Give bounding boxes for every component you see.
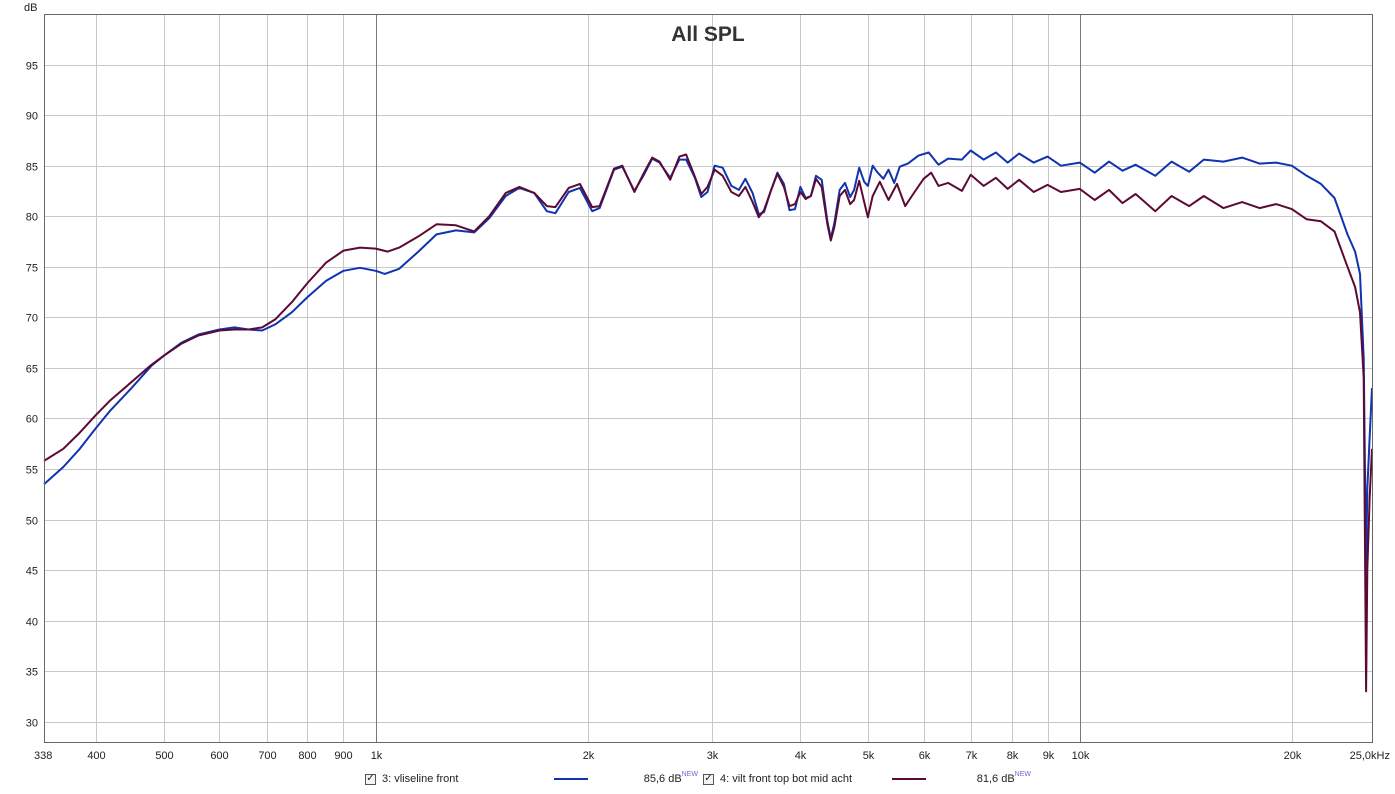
y-tick-label-50: 50: [26, 516, 38, 528]
series-line-1: [43, 149, 1373, 572]
x-tick-label-800: 800: [298, 750, 316, 762]
y-tick-label-90: 90: [26, 111, 38, 123]
y-tick-label-35: 35: [26, 667, 38, 679]
series-layer: [43, 149, 1373, 693]
x-axis-tick-labels: 338 400 500 600 700 800 900 1k 2k 3k 4k 5k 6k 7k 8k 9k 1…: [34, 750, 1390, 762]
legend-swatch-1: [554, 778, 588, 780]
legend-checkbox-2[interactable]: ✓: [703, 773, 714, 785]
legend-value-1: 85,6 dB: [643, 773, 682, 785]
x-tick-label-500: 500: [155, 750, 173, 762]
legend-label-2: 4: vilt front top bot mid acht: [720, 773, 853, 785]
series-line-2: [43, 153, 1373, 693]
chart-title: All SPL: [671, 23, 745, 46]
x-tick-label-338: 338: [34, 750, 52, 762]
x-tick-label-5k: 5k: [863, 750, 875, 762]
y-axis-tick-labels: 30 35 40 45 50 55 60 65 70 75 80 85 90 95: [26, 61, 38, 730]
x-tick-label-10k: 10k: [1072, 750, 1090, 762]
y-tick-label-80: 80: [26, 212, 38, 224]
y-tick-label-65: 65: [26, 364, 38, 376]
x-tick-label-4k: 4k: [795, 750, 807, 762]
legend-item-2[interactable]: ✓ 4: vilt front top bot mid acht 81,6 dB…: [703, 770, 1031, 788]
x-tick-label-900: 900: [334, 750, 352, 762]
y-tick-label-45: 45: [26, 566, 38, 578]
y-tick-label-55: 55: [26, 465, 38, 477]
legend-item-1[interactable]: ✓ 3: vliseline front 85,6 dBNEW: [365, 770, 698, 788]
x-tick-label-1k: 1k: [371, 750, 383, 762]
plot-frame: [44, 14, 1373, 743]
legend-label-1: 3: vliseline front: [382, 773, 459, 785]
y-tick-label-95: 95: [26, 61, 38, 73]
legend-swatch-2: [892, 778, 926, 780]
x-tick-label-25,0kHz: 25,0kHz: [1350, 750, 1390, 762]
legend-badge-1: NEW: [681, 771, 698, 778]
legend-badge-2: NEW: [1014, 771, 1031, 778]
y-tick-label-70: 70: [26, 313, 38, 325]
y-tick-label-75: 75: [26, 263, 38, 275]
x-tick-label-600: 600: [210, 750, 228, 762]
x-tick-label-2k: 2k: [583, 750, 595, 762]
y-tick-label-30: 30: [26, 718, 38, 730]
x-tick-label-3k: 3k: [707, 750, 719, 762]
legend-level-1: 85,6 dBNEW: [588, 771, 698, 785]
x-tick-label-9k: 9k: [1043, 750, 1055, 762]
legend-value-2: 81,6 dB: [976, 773, 1015, 785]
y-axis-label: dB: [24, 2, 37, 14]
y-tick-label-85: 85: [26, 162, 38, 174]
legend-level-2: 81,6 dBNEW: [926, 771, 1031, 785]
x-tick-label-7k: 7k: [966, 750, 978, 762]
y-tick-label-60: 60: [26, 414, 38, 426]
y-tick-label-40: 40: [26, 617, 38, 629]
x-tick-label-700: 700: [258, 750, 276, 762]
x-tick-label-6k: 6k: [919, 750, 931, 762]
x-tick-label-8k: 8k: [1007, 750, 1019, 762]
x-tick-label-400: 400: [87, 750, 105, 762]
x-tick-label-20k: 20k: [1284, 750, 1302, 762]
legend-checkbox-1[interactable]: ✓: [365, 773, 376, 785]
grid: [44, 14, 1373, 742]
